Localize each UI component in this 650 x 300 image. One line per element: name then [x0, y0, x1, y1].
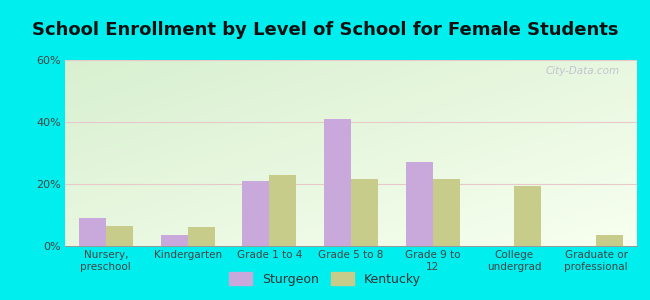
Bar [596, 235, 623, 246]
Text: City-Data.com: City-Data.com [546, 66, 620, 76]
Bar [242, 181, 269, 246]
Bar [433, 179, 460, 246]
Bar [106, 226, 133, 246]
Legend: Sturgeon, Kentucky: Sturgeon, Kentucky [224, 267, 426, 291]
Text: School Enrollment by Level of School for Female Students: School Enrollment by Level of School for… [32, 21, 618, 39]
Bar [406, 162, 433, 246]
Bar [351, 179, 378, 246]
Bar [324, 119, 351, 246]
Bar [79, 218, 106, 246]
Bar [188, 227, 215, 246]
Bar [161, 235, 188, 246]
Bar [514, 185, 541, 246]
Bar [269, 175, 296, 246]
